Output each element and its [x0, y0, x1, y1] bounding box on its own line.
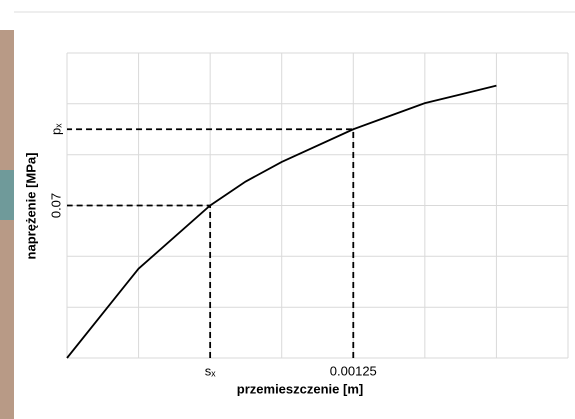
x-tick-label: 0.00125	[330, 363, 377, 378]
y-tick-label: pₓ	[48, 123, 63, 135]
y-tick-label: 0.07	[48, 193, 63, 218]
y-axis-label: naprężenie [MPa]	[23, 153, 38, 260]
x-tick-label: sₓ	[205, 363, 217, 378]
photo-edge	[0, 30, 14, 419]
x-axis-label: przemieszczenie [m]	[237, 381, 363, 396]
data-line	[66, 84, 497, 359]
photo-edge-detail	[0, 170, 14, 220]
